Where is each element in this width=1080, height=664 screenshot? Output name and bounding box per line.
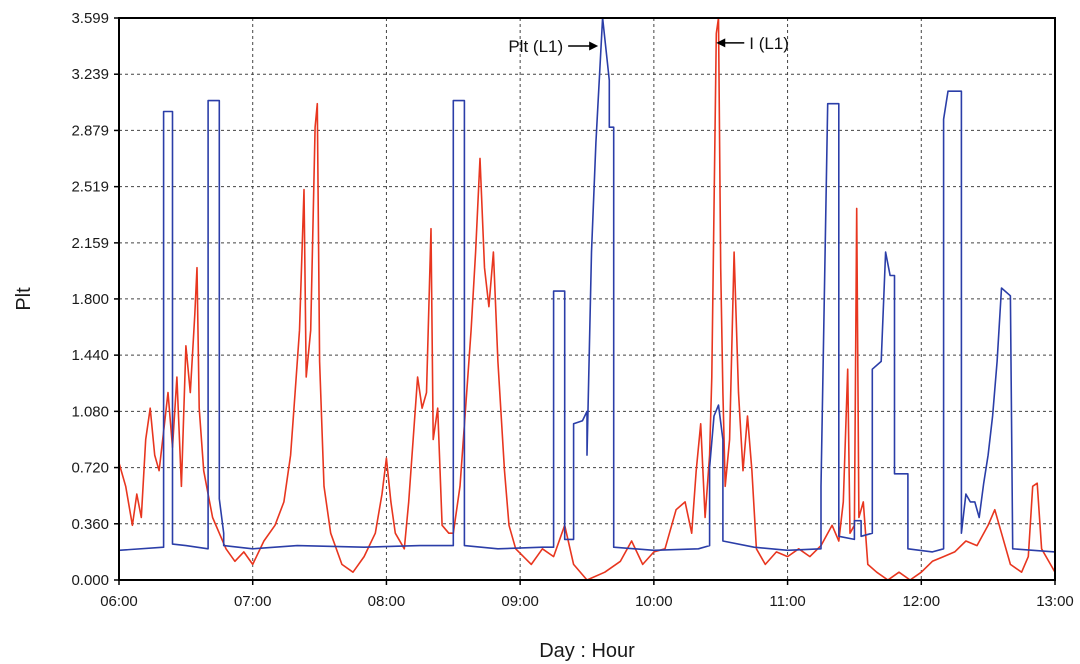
x-tick-label: 06:00 <box>100 593 138 610</box>
y-tick-label: 0.360 <box>71 516 109 533</box>
tick-labels: 06:00 07:00 08:00 09:00 10:00 11:00 12:00 13:00… <box>71 10 1073 610</box>
series-line-current <box>118 17 1056 581</box>
annotations: Plt (L1) I (L1) <box>508 34 789 56</box>
x-tick-label: 08:00 <box>368 593 406 610</box>
x-tick-label: 10:00 <box>635 593 673 610</box>
series-group <box>118 17 1056 581</box>
y-tick-label: 0.000 <box>71 572 109 589</box>
y-tick-label: 2.519 <box>71 179 109 196</box>
y-tick-label: 1.800 <box>71 291 109 308</box>
y-tick-label: 2.879 <box>71 122 109 139</box>
y-tick-label: 3.599 <box>71 10 109 27</box>
y-tick-label: 1.080 <box>71 403 109 420</box>
arrowhead-icon <box>589 41 599 51</box>
annotation-label: Plt (L1) <box>508 37 563 56</box>
y-tick-label: 1.440 <box>71 347 109 364</box>
annotation-current: I (L1) <box>716 34 789 53</box>
y-tick-label: 2.159 <box>71 235 109 252</box>
x-axis-title: Day : Hour <box>539 640 635 662</box>
annotation-plt: Plt (L1) <box>508 37 599 56</box>
x-tick-label: 09:00 <box>501 593 539 610</box>
x-tick-label: 12:00 <box>903 593 941 610</box>
x-tick-label: 11:00 <box>769 593 805 610</box>
y-tick-label: 0.720 <box>71 460 109 477</box>
annotation-label: I (L1) <box>749 34 789 53</box>
y-tick-label: 3.239 <box>71 66 109 83</box>
x-tick-label: 13:00 <box>1036 593 1074 610</box>
y-axis-title: Plt <box>13 287 35 311</box>
series-line-plt <box>118 17 1056 553</box>
grid <box>119 18 1055 580</box>
x-tick-label: 07:00 <box>234 593 272 610</box>
